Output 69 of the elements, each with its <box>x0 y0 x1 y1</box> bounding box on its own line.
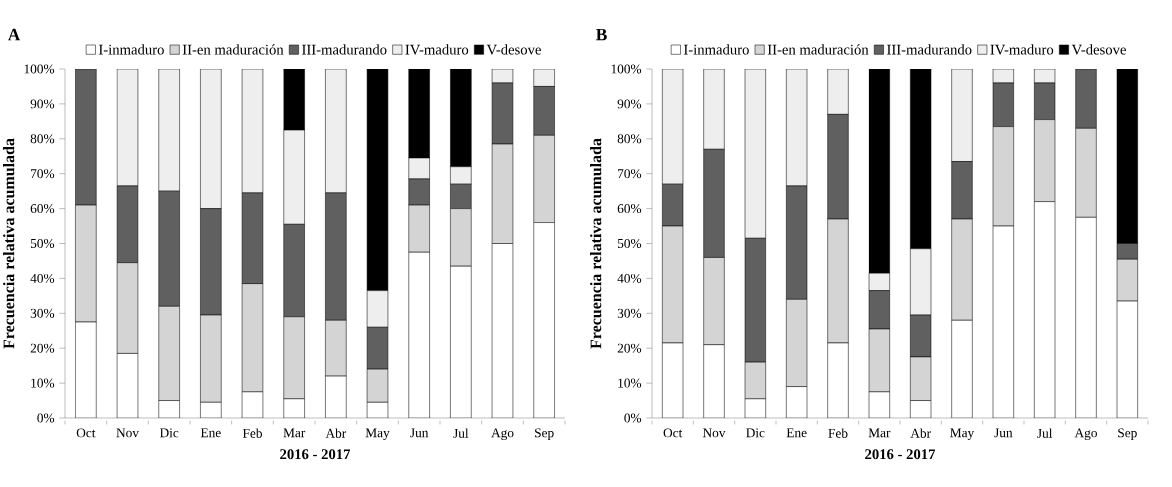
x-tick-label: Jul <box>1037 428 1053 438</box>
y-tick-label: 90% <box>30 99 55 109</box>
y-tick-label: 60% <box>617 204 642 214</box>
bar <box>283 224 305 318</box>
legend-label: V-desove <box>1071 44 1126 55</box>
y-tick-label: 40% <box>617 273 642 283</box>
legend-label: III-madurando <box>302 44 387 55</box>
x-tick-label: Nov <box>702 428 726 438</box>
bar <box>533 86 555 136</box>
legend-label: III-madurando <box>887 44 972 55</box>
x-tick-label: Ene <box>200 428 221 438</box>
bar <box>158 190 180 307</box>
x-tick-label: Dic <box>746 428 765 438</box>
x-tick-label: Abr <box>325 428 347 438</box>
y-tick-label: 70% <box>618 169 642 179</box>
y-tick-label: 60% <box>30 204 55 214</box>
y-tick-label: 50% <box>30 238 55 249</box>
bar <box>75 69 97 206</box>
y-tick-label: 30% <box>30 308 55 318</box>
y-axis-title: Frecuencia relativa acumulada <box>3 138 15 349</box>
y-tick-label: 70% <box>31 169 55 179</box>
legend-label: IV-maduro <box>405 44 469 55</box>
legend-label: I-inmaduro <box>683 44 749 55</box>
y-tick-label: 100% <box>611 64 642 74</box>
x-tick-label: Ago <box>491 428 514 441</box>
x-tick-label: Jun <box>994 428 1013 438</box>
y-axis-title: Frecuencia relativa acumulada <box>590 138 602 349</box>
y-tick-label: 20% <box>30 343 55 353</box>
x-tick-label: Feb <box>828 428 848 438</box>
x-tick-label: Abr <box>910 428 931 438</box>
x-tick-label: Jun <box>410 428 429 438</box>
y-tick-label: 20% <box>617 343 642 353</box>
chart-title: B <box>596 28 607 41</box>
x-tick-label: Sep <box>535 428 554 441</box>
y-tick-label: 10% <box>31 378 55 388</box>
x-tick-label: Dic <box>159 428 179 438</box>
x-tick-label: May <box>365 428 390 441</box>
y-tick-label: 50% <box>617 238 642 249</box>
legend-label: II-en maduración <box>182 44 284 55</box>
y-tick-label: 90% <box>617 99 642 109</box>
x-tick-label: May <box>950 428 975 441</box>
bar <box>325 192 347 321</box>
x-tick-label: Mar <box>283 428 306 438</box>
y-tick-label: 30% <box>617 308 642 318</box>
x-tick-label: Oct <box>76 428 96 438</box>
y-tick-label: 0% <box>624 413 642 423</box>
x-tick-label: Mar <box>868 428 891 438</box>
y-tick-label: 10% <box>618 378 642 388</box>
legend-label: II-en maduración <box>767 44 869 55</box>
bar <box>200 208 222 316</box>
y-tick-label: 80% <box>30 134 55 144</box>
legend-label: I-inmaduro <box>98 44 164 55</box>
x-axis-title: 2016 - 2017 <box>865 449 936 460</box>
x-axis-title: 2016 - 2017 <box>280 449 351 460</box>
y-tick-label: 80% <box>617 134 642 144</box>
x-tick-label: Nov <box>116 428 139 438</box>
legend-label: V-desove <box>486 44 541 55</box>
y-tick-label: 40% <box>30 273 55 283</box>
y-tick-label: 0% <box>37 413 55 423</box>
chart-title: A <box>7 28 21 41</box>
x-tick-label: Feb <box>242 428 263 438</box>
x-tick-label: Ago <box>1074 428 1097 441</box>
y-tick-label: 100% <box>24 64 55 74</box>
x-tick-label: Jul <box>453 428 469 438</box>
x-tick-label: Sep <box>1118 428 1137 441</box>
x-tick-label: Oct <box>663 428 683 438</box>
legend-label: IV-maduro <box>990 44 1054 55</box>
bar <box>450 183 472 209</box>
x-tick-label: Ene <box>786 428 807 438</box>
